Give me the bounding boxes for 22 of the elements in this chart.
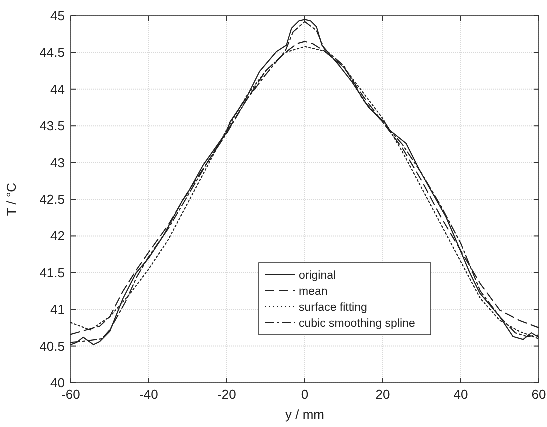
legend-label: cubic smoothing spline [299, 318, 416, 330]
x-tick-label: 40 [454, 387, 468, 402]
y-tick-label: 42.5 [40, 192, 65, 207]
x-tick-label: -20 [218, 387, 236, 402]
legend-label: mean [299, 286, 328, 298]
x-tick-label: -40 [140, 387, 158, 402]
legend-label: original [299, 270, 336, 282]
x-tick-label: 20 [376, 387, 390, 402]
x-axis-title: y / mm [286, 407, 324, 422]
y-tick-label: 41 [50, 302, 65, 318]
x-tick-label: 0 [301, 387, 309, 402]
y-tick-label: 41.5 [40, 265, 65, 280]
y-tick-label: 42 [50, 228, 65, 244]
y-axis-title: T / °C [4, 182, 19, 216]
y-tick-label: 45 [50, 8, 65, 24]
y-tick-label: 40.5 [40, 338, 65, 354]
y-tick-label: 44 [50, 82, 65, 97]
x-tick-label: 60 [532, 387, 546, 402]
legend-label: surface fitting [299, 302, 368, 314]
y-tick-label: 44.5 [40, 45, 65, 60]
y-tick-label: 43.5 [40, 118, 65, 134]
y-tick-label: 43 [50, 155, 65, 170]
